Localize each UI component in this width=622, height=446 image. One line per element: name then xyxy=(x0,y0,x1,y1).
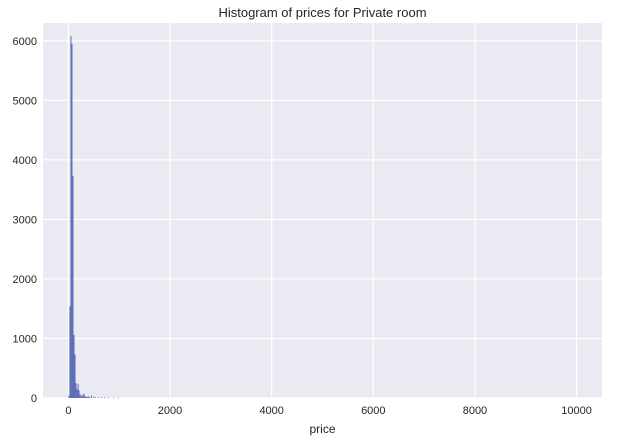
histogram-bar xyxy=(100,397,102,399)
x-tick-label: 10000 xyxy=(561,405,592,417)
x-tick-label: 0 xyxy=(65,405,71,417)
histogram-bar xyxy=(88,397,90,398)
histogram-bar xyxy=(103,397,105,398)
x-tick-label: 2000 xyxy=(158,405,182,417)
histogram-bars xyxy=(68,36,120,399)
histogram-bar xyxy=(94,397,96,398)
y-tick-label: 1000 xyxy=(13,333,37,345)
histogram-bar xyxy=(118,397,120,399)
histogram-bar xyxy=(86,397,88,398)
histogram-bar xyxy=(97,397,99,398)
y-tick-label: 0 xyxy=(31,393,37,405)
x-tick-label: 4000 xyxy=(259,405,283,417)
histogram-bar xyxy=(92,396,94,398)
histogram-bar xyxy=(71,43,73,398)
y-tick-label: 5000 xyxy=(13,95,37,107)
grid-lines xyxy=(43,23,602,399)
histogram-bar xyxy=(68,395,70,398)
histogram-bar xyxy=(85,396,87,398)
plot-area xyxy=(43,23,602,398)
histogram-bar xyxy=(78,390,80,398)
histogram-bar xyxy=(77,383,79,398)
histogram-bar xyxy=(69,306,71,398)
x-axis-title: price xyxy=(309,422,335,436)
histogram-bar xyxy=(81,396,83,398)
histogram-bar xyxy=(87,396,89,398)
histogram-bar xyxy=(82,393,84,398)
histogram-bar xyxy=(80,395,82,398)
histogram-bar xyxy=(70,36,72,398)
histogram-bar xyxy=(113,397,115,399)
histogram-bar xyxy=(83,394,85,398)
y-axis-ticks: 0 1000 2000 3000 4000 5000 6000 xyxy=(13,36,37,405)
histogram-bar xyxy=(76,389,78,398)
histogram-bar xyxy=(108,397,110,399)
x-tick-label: 8000 xyxy=(463,405,487,417)
chart-title: Histogram of prices for Private room xyxy=(218,5,426,20)
histogram-bar xyxy=(90,395,92,398)
histogram-bar xyxy=(72,175,74,398)
y-tick-label: 4000 xyxy=(13,155,37,167)
y-tick-label: 2000 xyxy=(13,274,37,286)
histogram-bar xyxy=(75,383,77,398)
histogram-bar xyxy=(74,354,76,398)
y-tick-label: 3000 xyxy=(13,214,37,226)
histogram-bar xyxy=(73,334,75,398)
x-tick-label: 6000 xyxy=(361,405,385,417)
x-axis-ticks: 0 2000 4000 6000 8000 10000 xyxy=(65,405,592,417)
histogram-bar xyxy=(79,394,81,398)
y-tick-label: 6000 xyxy=(13,36,37,48)
histogram-bar xyxy=(84,396,86,398)
